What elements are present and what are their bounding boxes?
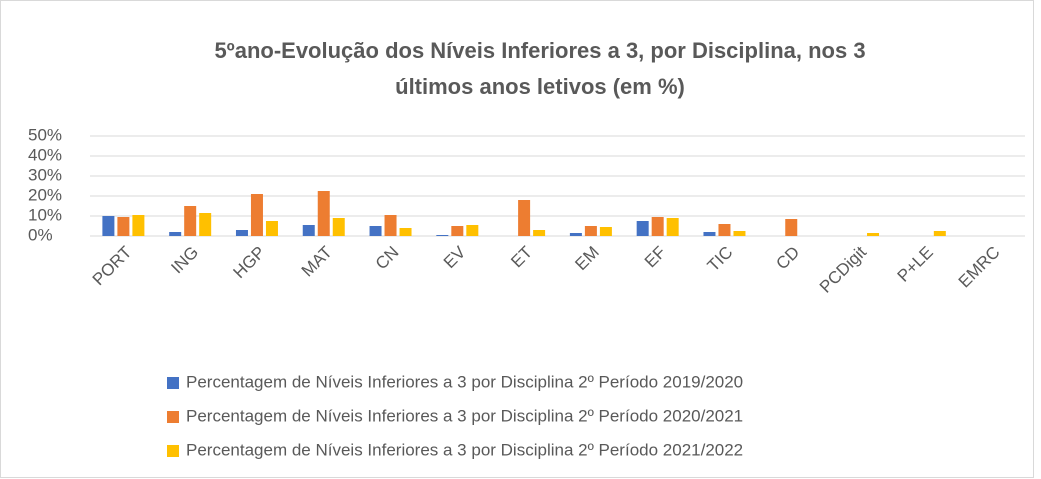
bar xyxy=(132,215,145,236)
bar xyxy=(867,233,880,236)
y-tick-label: 10% xyxy=(28,205,62,224)
bar xyxy=(369,226,382,236)
bar xyxy=(317,191,330,236)
bar xyxy=(199,213,212,236)
bar xyxy=(718,224,731,236)
bar xyxy=(265,221,278,236)
y-tick-label: 40% xyxy=(28,145,62,164)
bar xyxy=(332,218,345,236)
bar xyxy=(636,221,649,236)
legend-label: Percentagem de Níveis Inferiores a 3 por… xyxy=(186,440,743,459)
bar xyxy=(584,226,597,236)
bar xyxy=(235,230,248,236)
bar xyxy=(933,231,946,236)
bar xyxy=(169,232,182,236)
bar xyxy=(466,225,479,236)
bar xyxy=(599,227,612,236)
legend-label: Percentagem de Níveis Inferiores a 3 por… xyxy=(186,372,743,391)
chart-title: 5ºano-Evolução dos Níveis Inferiores a 3… xyxy=(214,38,865,63)
bar xyxy=(569,233,582,236)
legend-label: Percentagem de Níveis Inferiores a 3 por… xyxy=(186,406,743,425)
chart-title: últimos anos letivos (em %) xyxy=(395,74,685,99)
bar xyxy=(102,216,115,236)
bar xyxy=(436,235,449,236)
y-tick-label: 20% xyxy=(28,185,62,204)
bar xyxy=(518,200,531,236)
legend-swatch xyxy=(167,377,179,389)
bar xyxy=(184,206,197,236)
bar xyxy=(785,219,798,236)
legend-swatch xyxy=(167,411,179,423)
bar xyxy=(533,230,546,236)
bar xyxy=(384,215,397,236)
bar xyxy=(302,225,315,236)
bar xyxy=(399,228,412,236)
y-tick-label: 30% xyxy=(28,165,62,184)
bar xyxy=(733,231,746,236)
bar xyxy=(451,226,464,236)
bar xyxy=(250,194,263,236)
y-tick-label: 50% xyxy=(28,125,62,144)
bar xyxy=(651,217,664,236)
bar xyxy=(703,232,716,236)
bar xyxy=(666,218,679,236)
bar xyxy=(117,217,130,236)
legend-swatch xyxy=(167,445,179,457)
y-tick-label: 0% xyxy=(28,225,53,244)
